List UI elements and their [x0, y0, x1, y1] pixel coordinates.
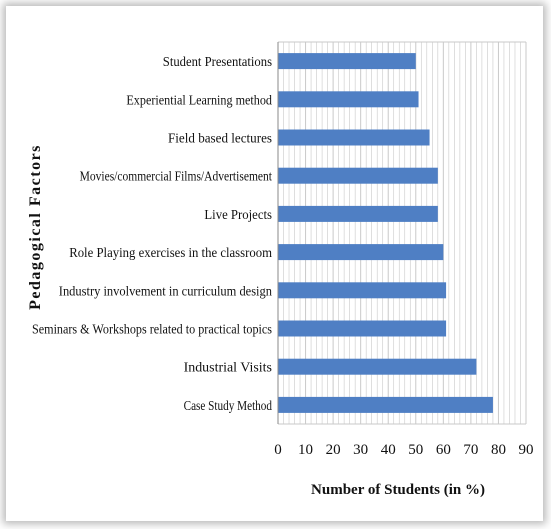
category-label: Student Presentations [163, 54, 272, 69]
x-tick-label: 90 [519, 442, 534, 458]
bar [278, 167, 438, 184]
bar [278, 320, 447, 337]
y-axis-label: Pedagogical Factors [27, 144, 44, 310]
bar [278, 244, 444, 261]
category-label: Industrial Visits [184, 360, 272, 375]
category-label: Case Study Method [184, 398, 273, 413]
x-tick-label: 70 [463, 442, 478, 458]
x-tick-label: 20 [326, 442, 341, 458]
bar [278, 205, 438, 222]
category-label: Live Projects [204, 207, 272, 222]
category-label: Role Playing exercises in the classroom [69, 245, 272, 260]
category-labels: Case Study Method Industrial Visits Semina… [32, 54, 272, 413]
bar [278, 282, 447, 299]
x-tick-label: 10 [298, 442, 313, 458]
bar [278, 358, 477, 375]
x-tick-label: 40 [381, 442, 396, 458]
chart-frame: Case Study Method Industrial Visits Semina… [6, 6, 543, 521]
x-axis-label: Number of Students (in %) [311, 482, 485, 498]
x-tick-labels: 0 10 20 30 40 50 60 70 80 90 [274, 442, 533, 458]
category-label: Experiential Learning method [126, 92, 272, 107]
bar [278, 91, 419, 108]
bars [278, 53, 493, 413]
category-label: Movies/commercial Films/Advertisement [80, 169, 273, 184]
x-tick-label: 80 [491, 442, 506, 458]
x-tick-label: 60 [436, 442, 451, 458]
category-label: Seminars & Workshops related to practica… [32, 322, 272, 337]
bar [278, 53, 416, 70]
x-tick-label: 30 [353, 442, 368, 458]
bar-chart: Case Study Method Industrial Visits Semina… [27, 41, 534, 498]
x-tick-label: 50 [408, 442, 423, 458]
x-tick-label: 0 [274, 442, 282, 458]
bar [278, 396, 493, 413]
bar [278, 129, 430, 146]
category-label: Field based lectures [168, 131, 272, 146]
category-label: Industry involvement in curriculum desig… [59, 283, 272, 298]
